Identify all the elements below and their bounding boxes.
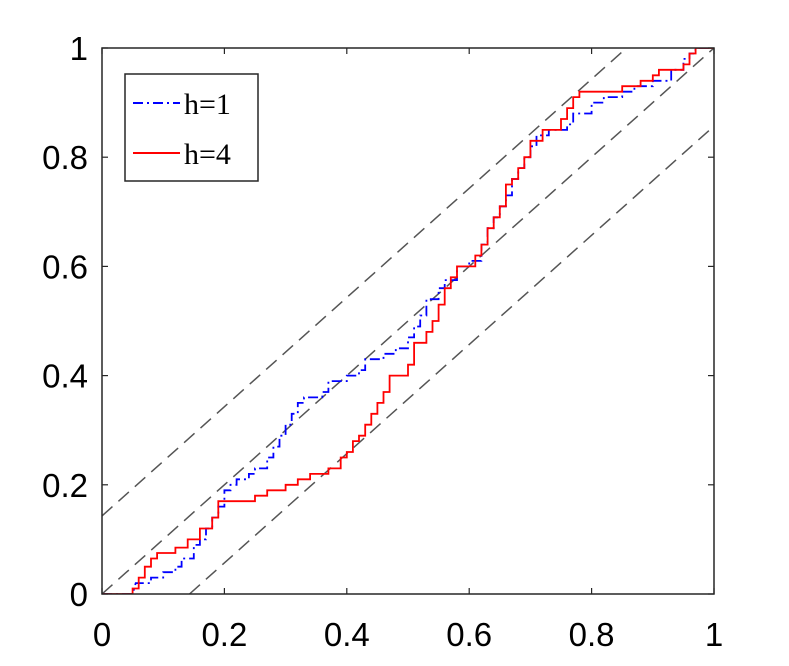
- reference-line-1: [102, 48, 627, 517]
- legend-label-h4: h=4: [184, 138, 231, 171]
- y-tick-label: 0: [70, 576, 88, 613]
- legend-label-h1: h=1: [184, 88, 231, 121]
- reference-line-3: [189, 125, 714, 594]
- series-line-h-4: [102, 48, 714, 594]
- series-lines: [102, 48, 714, 594]
- axis-ticks: 0 0.2 0.4 0.6 0.8 1 0 0.2 0.4 0.6 0.8 1: [42, 30, 723, 653]
- x-tick-label: 0: [93, 616, 111, 653]
- x-tick-label: 0.4: [324, 616, 370, 653]
- y-tick-label: 0.6: [42, 248, 88, 285]
- legend-box: [124, 73, 259, 182]
- reference-lines: [102, 48, 714, 594]
- y-tick-label: 0.8: [42, 139, 88, 176]
- plot-frame: [101, 47, 715, 595]
- x-tick-label: 0.8: [569, 616, 615, 653]
- x-tick-label: 0.2: [201, 616, 247, 653]
- series-line-h-1: [102, 48, 714, 594]
- reference-line-2: [102, 48, 714, 594]
- y-tick-label: 0.4: [42, 358, 88, 395]
- x-tick-label: 0.6: [446, 616, 492, 653]
- y-tick-label: 1: [70, 30, 88, 67]
- x-tick-label: 1: [705, 616, 723, 653]
- legend: h=1 h=4: [124, 73, 259, 182]
- y-tick-label: 0.2: [42, 467, 88, 504]
